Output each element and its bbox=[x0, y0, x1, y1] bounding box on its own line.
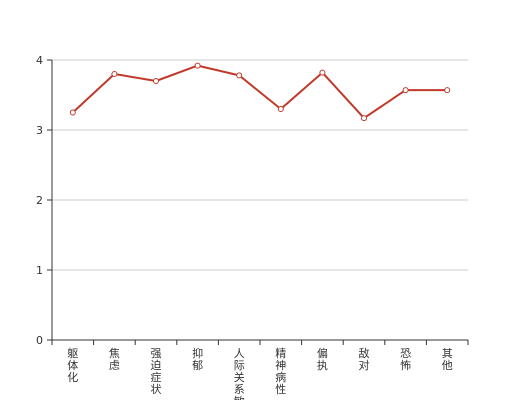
y-tick-label: 2 bbox=[36, 194, 43, 207]
y-tick-labels: 0 1 2 3 4 bbox=[36, 54, 43, 347]
x-tick-label: 抑郁 bbox=[192, 346, 203, 372]
x-tick-labels: 躯体化 焦虑 强迫症状 抑郁 人际关系敏感 精神病性 偏执 敌对 恐怖 其他 bbox=[67, 346, 452, 400]
data-point[interactable] bbox=[319, 69, 326, 76]
axes bbox=[47, 59, 469, 345]
data-point[interactable] bbox=[153, 78, 159, 84]
x-tick-label: 偏执 bbox=[317, 346, 328, 372]
x-tick-label: 人际关系敏感 bbox=[234, 347, 245, 400]
x-tick-label: 焦虑 bbox=[109, 347, 120, 372]
y-tick-label: 3 bbox=[36, 124, 43, 137]
data-point[interactable] bbox=[111, 71, 118, 77]
y-tick-label: 0 bbox=[36, 334, 43, 347]
data-point[interactable] bbox=[69, 109, 76, 116]
x-tick-label: 强迫症状 bbox=[151, 347, 162, 396]
data-point[interactable] bbox=[236, 72, 243, 79]
x-tick-label: 精神病性 bbox=[275, 347, 286, 396]
series bbox=[69, 62, 451, 122]
grid-lines bbox=[52, 59, 468, 271]
x-tick-label: 其他 bbox=[442, 347, 453, 372]
data-point[interactable] bbox=[402, 87, 409, 94]
x-tick-label: 敌对 bbox=[359, 346, 370, 372]
y-tick-label: 4 bbox=[36, 54, 43, 67]
data-point[interactable] bbox=[361, 115, 367, 122]
data-point[interactable] bbox=[277, 106, 284, 112]
series-line bbox=[72, 64, 448, 120]
x-tick-label: 躯体化 bbox=[67, 347, 78, 384]
x-tick-label: 恐怖 bbox=[400, 347, 411, 372]
data-point[interactable] bbox=[444, 87, 451, 94]
y-tick-label: 1 bbox=[36, 264, 43, 277]
data-point[interactable] bbox=[194, 62, 201, 69]
